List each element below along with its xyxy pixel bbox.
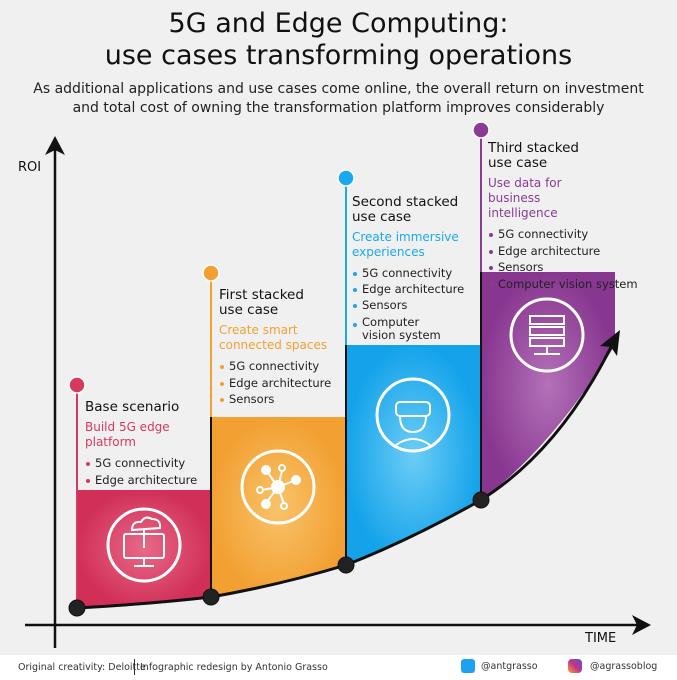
twitter-handle[interactable]: @antgrasso xyxy=(481,661,538,672)
y-axis-label: ROI xyxy=(18,160,42,175)
stage-third: Third stacked use case Use data for busi… xyxy=(488,141,648,292)
curve-arrow-icon xyxy=(600,330,620,356)
y-axis-arrow-icon xyxy=(45,136,65,155)
pin-base xyxy=(68,376,86,394)
cloud-computer-icon xyxy=(106,507,182,583)
pin-first xyxy=(202,264,220,282)
stage-base: Base scenario Build 5G edge platform 5G … xyxy=(85,400,210,488)
instagram-icon xyxy=(568,659,582,673)
twitter-icon xyxy=(461,659,475,673)
pin-third xyxy=(472,121,490,139)
stage-bar-third xyxy=(481,272,615,500)
vr-headset-icon xyxy=(375,377,451,453)
pin-second xyxy=(337,169,355,187)
growth-curve xyxy=(76,344,614,610)
server-icon xyxy=(509,297,585,373)
page-subtitle: As additional applications and use cases… xyxy=(33,81,644,116)
page-title: 5G and Edge Computing: use cases transfor… xyxy=(104,8,573,71)
x-axis-label: TIME xyxy=(585,631,617,646)
footer: Original creativity: Deloitte Infographi… xyxy=(0,655,677,680)
stage-bar-base xyxy=(77,490,211,608)
stage-second: Second stacked use case Create immersive… xyxy=(352,195,480,342)
instagram-handle[interactable]: @agrassoblog xyxy=(590,661,658,672)
redesign-text: Infographic redesign by Antonio Grasso xyxy=(140,662,328,673)
roi-diagram xyxy=(25,121,651,648)
credit-text: Original creativity: Deloitte xyxy=(18,662,146,673)
stage-first: First stacked use case Create smart conn… xyxy=(219,288,344,408)
network-hub-icon xyxy=(240,449,316,525)
x-axis-arrow-icon xyxy=(632,615,651,635)
stage-bar-first xyxy=(211,417,346,597)
divider xyxy=(134,659,135,675)
